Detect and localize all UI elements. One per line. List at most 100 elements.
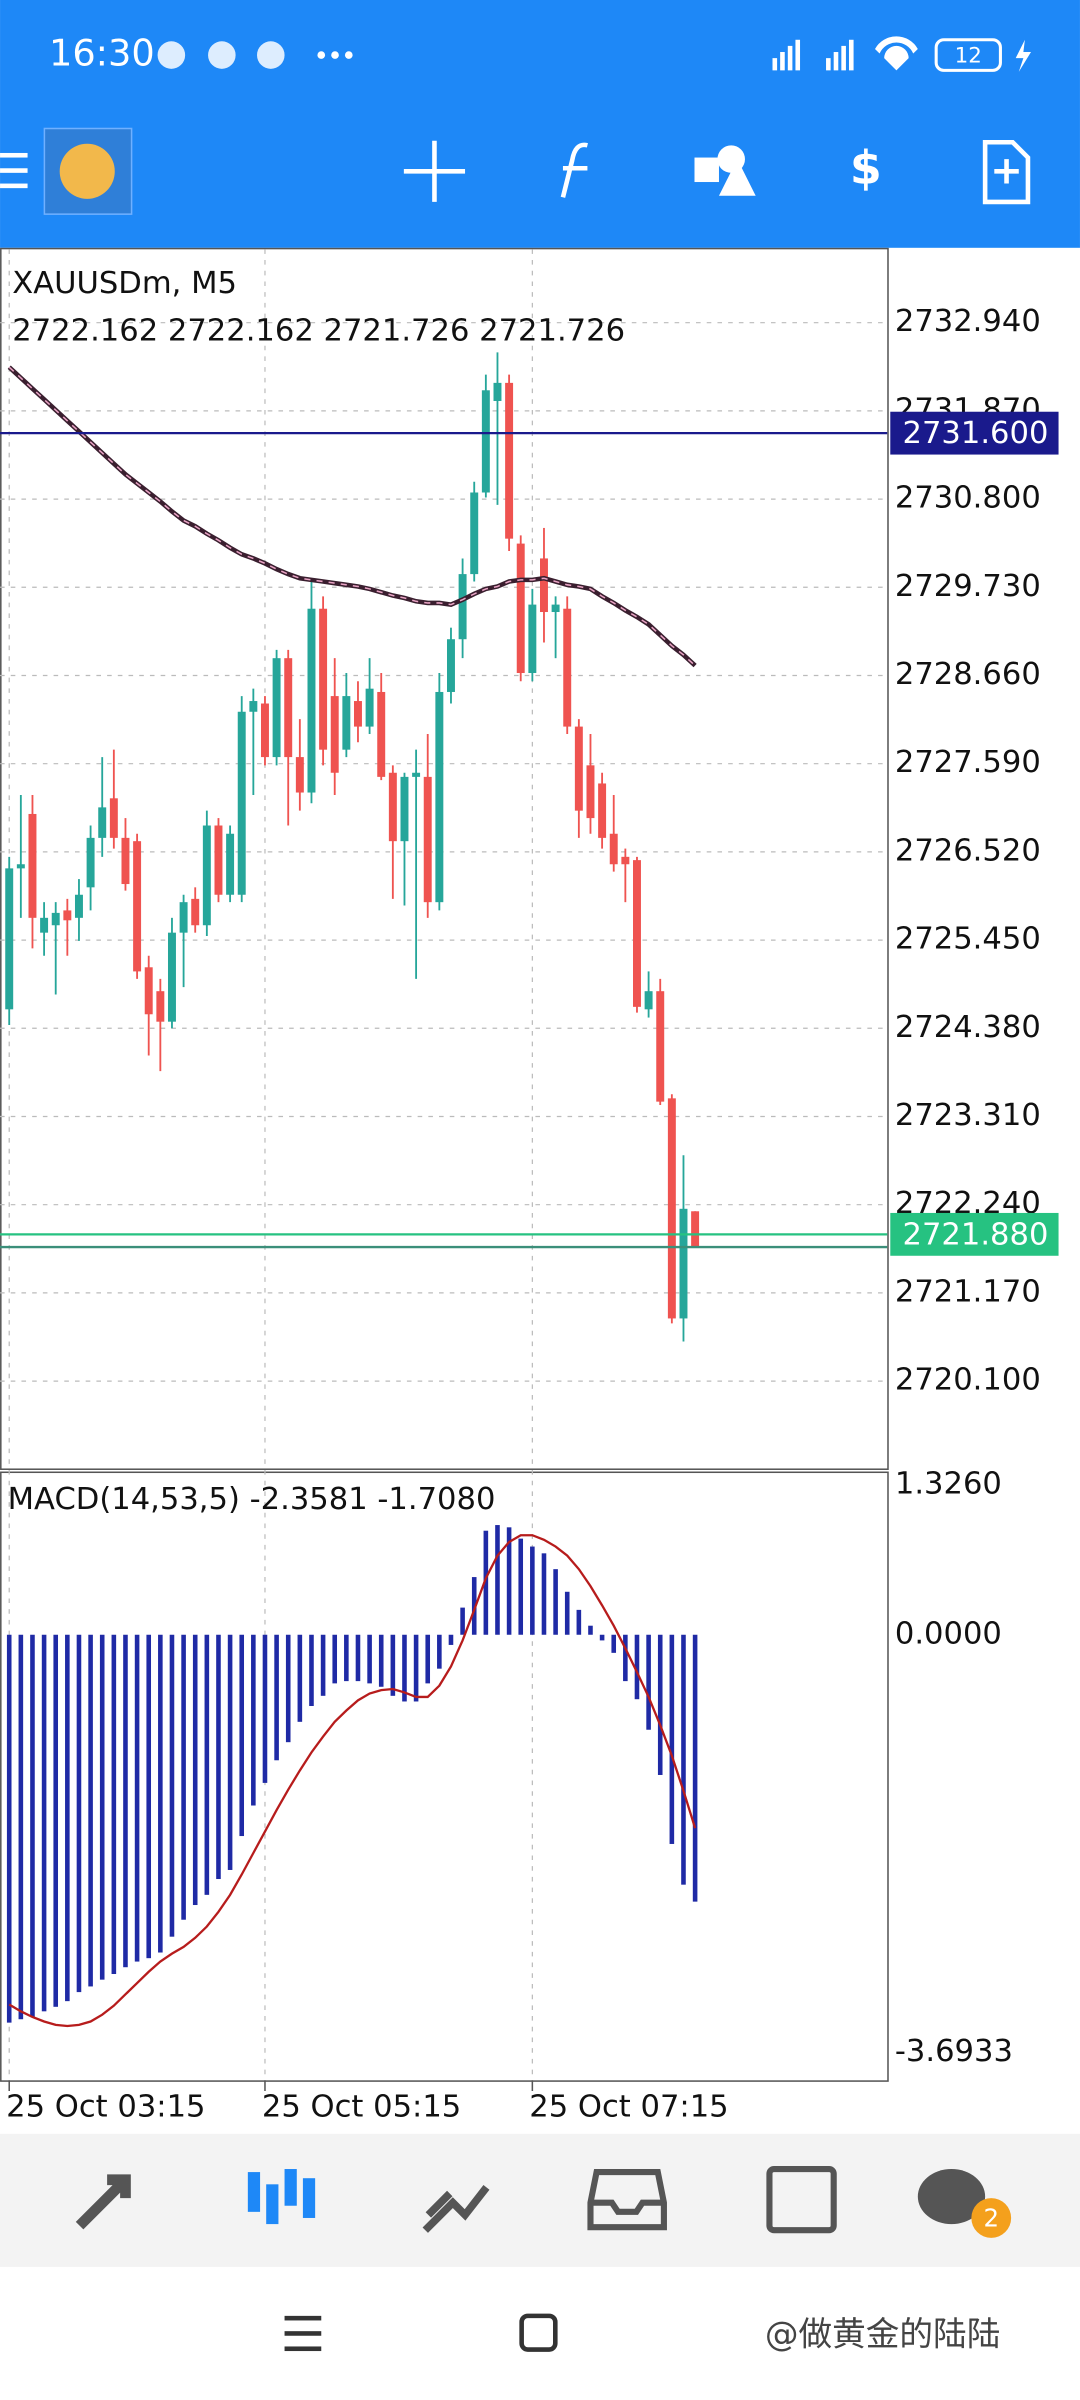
- macd-bar: [553, 1569, 558, 1635]
- macd-bar: [344, 1634, 349, 1682]
- candle-body: [516, 543, 525, 674]
- price-label-box: [890, 411, 1059, 455]
- candle-body: [98, 807, 107, 838]
- macd-bar: [518, 1538, 524, 1635]
- candle-body: [540, 558, 548, 613]
- y-tick-label: 2728.660: [895, 657, 1041, 692]
- macd-bar: [192, 1634, 198, 1906]
- candle-body: [330, 696, 339, 773]
- macd-bar: [285, 1634, 291, 1743]
- ohlc-label: 2722.162 2722.162 2721.726 2721.726: [12, 313, 625, 348]
- menu-button[interactable]: [0, 152, 28, 189]
- candle-body: [319, 608, 328, 750]
- candle-body: [481, 390, 490, 493]
- y-tick-label: 1.3260: [895, 1466, 1002, 1501]
- candle-body: [121, 837, 130, 885]
- macd-bar: [239, 1634, 245, 1837]
- macd-bar: [588, 1625, 593, 1635]
- quotes-tab[interactable]: [75, 2174, 131, 2230]
- candle-body: [412, 772, 421, 777]
- x-tick-label: 25 Oct 05:15: [262, 2089, 461, 2124]
- candle-body: [284, 658, 293, 758]
- candle-body: [133, 841, 142, 972]
- candle-body: [156, 991, 165, 1022]
- candle-body: [458, 574, 467, 640]
- candle-body: [621, 856, 630, 865]
- macd-bar: [437, 1634, 442, 1669]
- candle-body: [179, 902, 188, 933]
- macd-bar: [564, 1591, 570, 1635]
- macd-bar: [297, 1634, 303, 1722]
- chart-tab[interactable]: [247, 2169, 316, 2225]
- macd-bar: [204, 1634, 210, 1895]
- candle-body: [667, 1098, 676, 1319]
- y-tick-label: 0.0000: [895, 1616, 1002, 1651]
- macd-bar: [309, 1634, 314, 1706]
- candle-body: [633, 860, 641, 1007]
- macd-title: MACD(14,53,5) -2.3581 -1.7080: [8, 1482, 496, 1517]
- macd-bar: [76, 1634, 82, 1993]
- candle-body: [563, 608, 572, 727]
- indicators-button[interactable]: [560, 142, 588, 198]
- system-home[interactable]: [519, 2313, 558, 2352]
- macd-bar: [541, 1553, 547, 1635]
- price-label-box: [890, 1212, 1059, 1256]
- moving-average-dash: [8, 366, 696, 667]
- macd-bar: [576, 1609, 582, 1635]
- badge-count: 2: [983, 2204, 999, 2233]
- macd-bar: [88, 1634, 93, 1987]
- macd-bar: [65, 1634, 70, 2002]
- symbol-label: XAUUSDm, M5: [12, 266, 237, 301]
- candle-body: [63, 910, 72, 921]
- x-tick-label: 25 Oct 07:15: [529, 2089, 728, 2124]
- macd-bar: [355, 1634, 361, 1682]
- macd-bar: [611, 1634, 617, 1653]
- candle-body: [586, 765, 595, 819]
- top-bar: [0, 0, 1080, 248]
- candle-body: [435, 691, 444, 903]
- signal-line: [8, 1534, 697, 2028]
- y-tick-label: 2720.100: [895, 1363, 1041, 1398]
- price-label: 2731.600: [903, 416, 1049, 451]
- y-tick-label: 2723.310: [895, 1098, 1041, 1133]
- macd-bar: [53, 1634, 59, 2007]
- candle-body: [144, 967, 153, 1015]
- candle-body: [656, 991, 665, 1102]
- trade-tab[interactable]: [422, 2185, 490, 2233]
- y-tick-label: 2729.730: [895, 569, 1041, 604]
- macd-bar: [530, 1546, 535, 1635]
- objects-button[interactable]: [694, 145, 756, 196]
- chat-tab[interactable]: [917, 2169, 986, 2225]
- status-icon: [157, 41, 186, 69]
- candle-body: [388, 772, 397, 842]
- candle-body: [493, 382, 502, 401]
- candle-body: [400, 776, 409, 842]
- badge: [971, 2198, 1012, 2238]
- macd-bar: [181, 1634, 186, 1920]
- macd-bar: [367, 1634, 372, 1684]
- new-order-button[interactable]: [982, 139, 1031, 205]
- candle-body: [505, 382, 514, 539]
- y-tick-label: 2730.800: [895, 481, 1041, 516]
- history-tab[interactable]: [587, 2169, 667, 2231]
- signal-icons: [772, 36, 918, 71]
- status-time: 16:30: [49, 32, 155, 75]
- candle-body: [226, 833, 235, 895]
- y-tick-label: 2724.380: [895, 1010, 1041, 1045]
- candle-body: [40, 917, 49, 933]
- macd-bar: [495, 1525, 500, 1635]
- candle-body: [446, 639, 455, 692]
- system-menu[interactable]: [284, 2315, 322, 2352]
- crosshair-button[interactable]: [403, 140, 466, 202]
- candle-body: [214, 825, 223, 895]
- more-dots: [317, 51, 353, 59]
- candle-body: [51, 912, 60, 926]
- news-tab[interactable]: [766, 2165, 837, 2234]
- macd-bar: [657, 1634, 663, 1775]
- watermark: @做黄金的陆陆: [765, 2314, 1000, 2353]
- candle-body: [574, 726, 583, 811]
- candle-body: [679, 1208, 688, 1319]
- candle-body: [691, 1211, 700, 1247]
- trade-button[interactable]: $: [850, 141, 882, 195]
